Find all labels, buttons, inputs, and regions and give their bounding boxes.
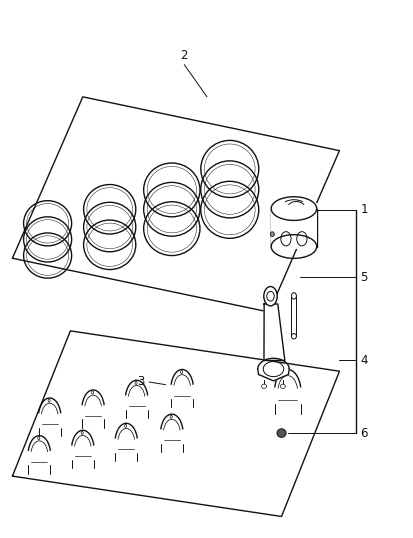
Ellipse shape xyxy=(271,197,316,221)
Ellipse shape xyxy=(263,287,277,306)
Ellipse shape xyxy=(170,415,172,419)
Ellipse shape xyxy=(135,381,137,385)
Text: 2: 2 xyxy=(180,49,188,62)
Ellipse shape xyxy=(48,399,50,402)
Text: 6: 6 xyxy=(359,427,367,440)
Polygon shape xyxy=(257,369,289,381)
Text: 1: 1 xyxy=(359,203,367,216)
Ellipse shape xyxy=(276,429,285,437)
Ellipse shape xyxy=(124,424,126,428)
Ellipse shape xyxy=(261,384,266,388)
Ellipse shape xyxy=(38,437,40,440)
Ellipse shape xyxy=(81,431,83,435)
Text: 3: 3 xyxy=(137,376,145,388)
Ellipse shape xyxy=(280,384,285,388)
Text: 5: 5 xyxy=(359,271,367,284)
Text: 4: 4 xyxy=(359,354,367,367)
Ellipse shape xyxy=(270,232,274,237)
Ellipse shape xyxy=(291,293,296,299)
Ellipse shape xyxy=(180,371,182,374)
Bar xyxy=(271,203,316,249)
Ellipse shape xyxy=(91,391,93,394)
Polygon shape xyxy=(263,304,284,360)
Ellipse shape xyxy=(285,371,287,374)
